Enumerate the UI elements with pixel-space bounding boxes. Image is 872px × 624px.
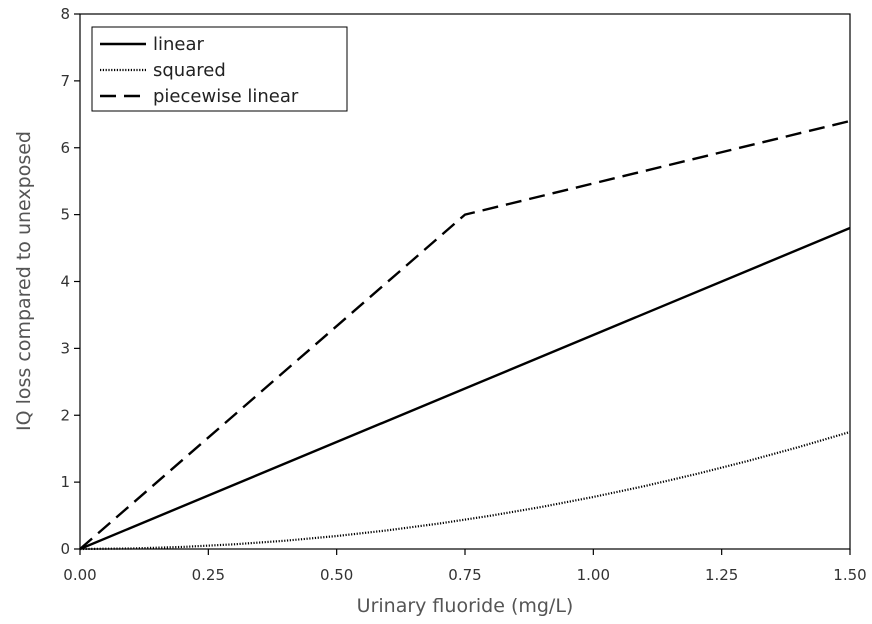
y-tick-label: 4 [60, 273, 70, 291]
y-tick-label: 0 [60, 540, 70, 558]
series-line-linear [79, 226, 851, 551]
legend: linear squared piecewise linear [91, 26, 348, 112]
y-tick-label: 6 [60, 139, 70, 157]
y-axis-title: IQ loss compared to unexposed [13, 131, 35, 431]
x-tick-label: 0.50 [320, 566, 353, 584]
legend-label: piecewise linear [153, 86, 299, 107]
legend-label: squared [153, 60, 226, 81]
x-tick-label: 0.75 [448, 566, 481, 584]
x-tick-label: 1.00 [577, 566, 610, 584]
y-tick-label: 8 [60, 5, 70, 23]
x-axis-title: Urinary fluoride (mg/L) [357, 595, 574, 617]
x-tick-label: 1.50 [833, 566, 866, 584]
y-tick-label: 3 [60, 339, 70, 357]
y-tick-label: 5 [60, 206, 70, 224]
y-tick-label: 1 [60, 473, 70, 491]
series-layer [79, 119, 851, 551]
legend-label: linear [153, 34, 205, 55]
x-tick-label: 0.25 [192, 566, 225, 584]
series-line-squared [79, 430, 851, 551]
x-axis: 0.00 0.25 0.50 0.75 1.00 1.25 1.50 [63, 549, 867, 584]
y-tick-label: 7 [60, 72, 70, 90]
series-line-piecewise-linear [79, 119, 851, 550]
x-tick-label: 0.00 [63, 566, 96, 584]
y-tick-label: 2 [60, 406, 70, 424]
y-axis: 0 1 2 3 4 5 6 7 8 [60, 5, 80, 558]
x-tick-label: 1.25 [705, 566, 738, 584]
